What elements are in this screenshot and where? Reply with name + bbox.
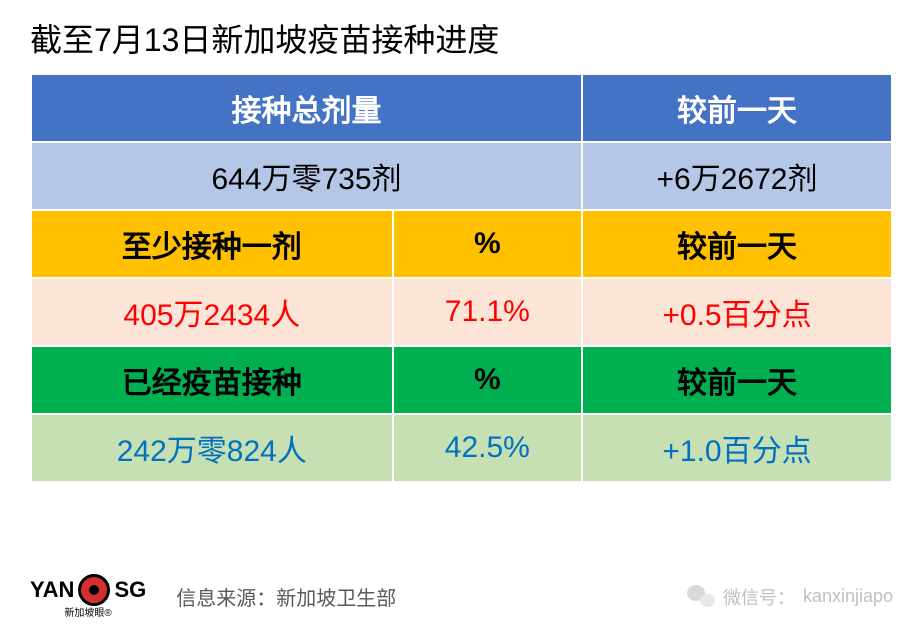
table-row: 644万零735剂 +6万2672剂	[31, 142, 892, 210]
total-doses-change: +6万2672剂	[582, 142, 892, 210]
table-row: 至少接种一剂 % 较前一天	[31, 210, 892, 278]
logo-text-right: SG	[114, 577, 146, 603]
logo-text-left: YAN	[30, 577, 74, 603]
logo-subtitle: 新加坡眼®	[30, 604, 146, 619]
source-value: 新加坡卫生部	[276, 588, 396, 610]
logo: YAN SG 新加坡眼®	[30, 574, 146, 619]
wechat-label: 微信号：	[723, 584, 795, 610]
at-least-one-people: 405万2434人	[31, 278, 393, 346]
source-label: 信息来源：	[176, 588, 276, 610]
at-least-one-change: +0.5百分点	[582, 278, 892, 346]
fully-vaccinated-header: 已经疫苗接种	[31, 346, 393, 414]
source-info: 信息来源：新加坡卫生部	[176, 582, 396, 611]
at-least-one-header: 至少接种一剂	[31, 210, 393, 278]
page-title: 截至7月13日新加坡疫苗接种进度	[30, 15, 893, 61]
fully-vaccinated-percent: 42.5%	[393, 414, 582, 482]
vs-prev-header-3: 较前一天	[582, 346, 892, 414]
footer-right: 微信号： kanxinjiapo	[687, 584, 893, 610]
table-row: 已经疫苗接种 % 较前一天	[31, 346, 892, 414]
at-least-one-percent: 71.1%	[393, 278, 582, 346]
fully-vaccinated-people: 242万零824人	[31, 414, 393, 482]
vaccine-progress-table: 接种总剂量 较前一天 644万零735剂 +6万2672剂 至少接种一剂 % 较…	[30, 73, 893, 483]
vs-prev-header: 较前一天	[582, 74, 892, 142]
percent-header: %	[393, 210, 582, 278]
table-row: 242万零824人 42.5% +1.0百分点	[31, 414, 892, 482]
wechat-value: kanxinjiapo	[803, 586, 893, 607]
logo-icon	[78, 574, 110, 606]
total-doses-value: 644万零735剂	[31, 142, 582, 210]
table-row: 接种总剂量 较前一天	[31, 74, 892, 142]
wechat-icon	[687, 585, 715, 609]
footer-left: YAN SG 新加坡眼® 信息来源：新加坡卫生部	[30, 574, 396, 619]
table-row: 405万2434人 71.1% +0.5百分点	[31, 278, 892, 346]
fully-vaccinated-change: +1.0百分点	[582, 414, 892, 482]
percent-header-2: %	[393, 346, 582, 414]
vs-prev-header-2: 较前一天	[582, 210, 892, 278]
total-doses-header: 接种总剂量	[31, 74, 582, 142]
footer: YAN SG 新加坡眼® 信息来源：新加坡卫生部 微信号： kanxinjiap…	[30, 574, 893, 619]
